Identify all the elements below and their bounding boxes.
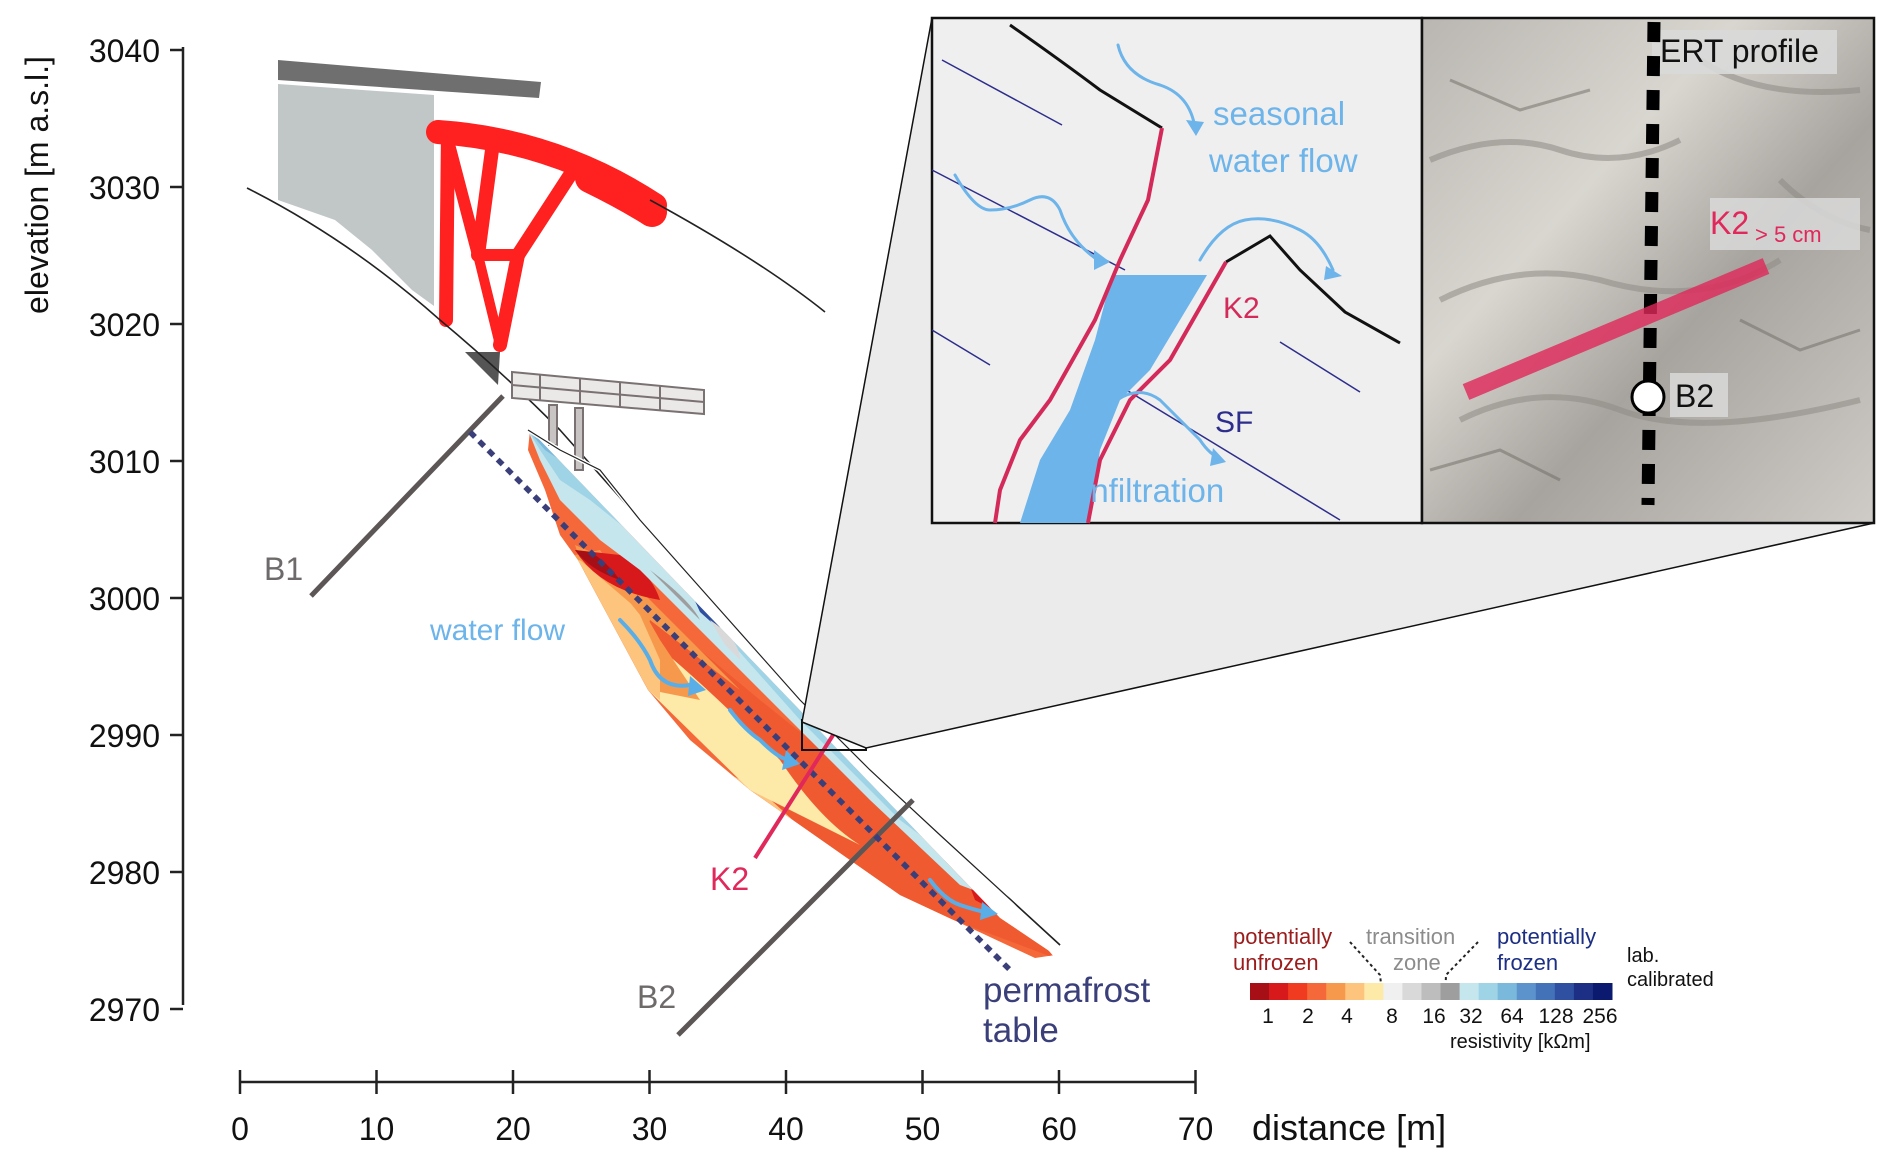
legend-value: 1: [1262, 1005, 1274, 1028]
summit-station: [278, 60, 541, 385]
x-axis: 0 10 20 30 40 50 60 70 distance [m]: [231, 1070, 1446, 1148]
photo-b2-marker: [1630, 379, 1666, 415]
y-tick-label: 2990: [89, 718, 160, 754]
legend-swatch: [1535, 983, 1556, 1000]
x-tick-label: 70: [1178, 1111, 1214, 1147]
y-ticks: 3040 3030 3020 3010 3000 2990 2980 2970: [89, 33, 183, 1028]
station-foundation: [465, 352, 500, 385]
inset-seasonal-1: seasonal: [1213, 95, 1345, 132]
k2-fracture-line: [753, 730, 837, 860]
label-b1: B1: [264, 551, 303, 587]
legend-transition-2: zone: [1393, 950, 1441, 975]
y-axis-title: elevation [m a.s.l.]: [19, 56, 55, 314]
legend-frozen-1: potentially: [1497, 924, 1596, 949]
legend-value: 64: [1500, 1005, 1524, 1028]
legend-title: resistivity [kΩm]: [1450, 1031, 1591, 1053]
x-tick-label: 60: [1041, 1111, 1077, 1147]
upper-ridge-line: [649, 199, 826, 313]
x-tick-label: 30: [632, 1111, 668, 1147]
photo-ert-profile: ERT profile: [1660, 33, 1819, 69]
legend-swatch: [1364, 983, 1384, 1000]
legend-swatch: [1592, 983, 1613, 1000]
legend-value: 8: [1386, 1005, 1398, 1028]
borehole-b1: [309, 394, 505, 598]
legend-swatch: [1288, 983, 1308, 1000]
y-tick-label: 3030: [89, 170, 160, 206]
inset-schematic: seasonal water flow K2 SF infiltration: [930, 16, 1424, 525]
legend-value: 2: [1302, 1005, 1314, 1028]
x-tick-label: 20: [495, 1111, 531, 1147]
legend-lab-1: lab.: [1627, 945, 1659, 967]
legend-frozen-2: frozen: [1497, 950, 1558, 975]
legend-unfrozen-1: potentially: [1233, 924, 1332, 949]
inset-sf: SF: [1215, 406, 1253, 439]
rock-photo: ERT profile K2 > 5 cm B2: [1420, 16, 1876, 525]
legend-swatch: [1421, 983, 1442, 1000]
legend-swatch: [1402, 983, 1422, 1000]
photo-k2-band: [1462, 258, 1770, 400]
label-b2: B2: [637, 979, 676, 1015]
station-roof: [278, 60, 541, 98]
permafrost-table-line: [468, 430, 1012, 972]
legend-swatch: [1345, 983, 1365, 1000]
legend-lab-2: calibrated: [1627, 969, 1714, 991]
x-tick-label: 0: [231, 1111, 249, 1147]
legend-swatch: [1497, 983, 1518, 1000]
viewing-platform: [511, 370, 705, 471]
photo-k2: K2: [1710, 205, 1749, 241]
legend-swatch: [1573, 983, 1594, 1000]
photo-ert-line: [1641, 21, 1661, 506]
legend-value: 32: [1459, 1005, 1482, 1028]
borehole-b2: [676, 798, 915, 1037]
legend-swatch: [1307, 983, 1327, 1000]
legend-value: 256: [1582, 1005, 1617, 1028]
inset-k2: K2: [1223, 292, 1260, 325]
photo-k2-sub: > 5 cm: [1755, 222, 1822, 247]
x-tick-label: 50: [905, 1111, 941, 1147]
legend-swatch: [1478, 983, 1499, 1000]
permafrost-label-1: permafrost: [983, 971, 1151, 1010]
boreholes: B1 B2: [264, 394, 915, 1037]
y-tick-label: 3040: [89, 33, 160, 69]
legend-swatch: [1459, 983, 1480, 1000]
x-tick-label: 10: [359, 1111, 395, 1147]
y-tick-label: 3020: [89, 307, 160, 343]
water-flow-arrows: [618, 618, 998, 920]
x-ticks: 0 10 20 30 40 50 60 70: [231, 1070, 1213, 1147]
inset-seasonal-2: water flow: [1208, 142, 1358, 179]
photo-b2: B2: [1675, 378, 1714, 414]
legend-values: 1 2 4 8 16 32 64 128 256: [1262, 1005, 1617, 1028]
label-water-flow: water flow: [429, 614, 565, 647]
y-tick-label: 2980: [89, 855, 160, 891]
y-tick-label: 3000: [89, 581, 160, 617]
station-building: [278, 84, 434, 306]
y-tick-label: 3010: [89, 444, 160, 480]
y-axis: 3040 3030 3020 3010 3000 2990 2980 2970 elevati…: [19, 33, 185, 1028]
resistivity-legend: potentially unfrozen transition zone pot…: [1233, 924, 1714, 1053]
legend-value: 128: [1538, 1005, 1573, 1028]
legend-swatch: [1326, 983, 1346, 1000]
legend-swatch: [1554, 983, 1575, 1000]
legend-swatch: [1516, 983, 1537, 1000]
legend-swatch: [1440, 983, 1461, 1000]
legend-swatch: [1269, 983, 1289, 1000]
legend-unfrozen-2: unfrozen: [1233, 950, 1319, 975]
permafrost-label-2: table: [983, 1011, 1059, 1050]
x-tick-label: 40: [768, 1111, 804, 1147]
legend-swatch: [1250, 983, 1270, 1000]
legend-swatch: [1383, 983, 1403, 1000]
steel-structure: [426, 120, 667, 352]
legend-value: 16: [1422, 1005, 1445, 1028]
inset-infiltration: infiltration: [1083, 472, 1224, 509]
y-tick-label: 2970: [89, 992, 160, 1028]
label-k2: K2: [710, 861, 749, 897]
x-axis-title: distance [m]: [1252, 1107, 1446, 1148]
legend-color-bar: [1250, 983, 1613, 1000]
legend-value: 4: [1341, 1005, 1353, 1028]
terrain-surface: [246, 187, 1061, 946]
legend-transition-1: transition: [1366, 924, 1455, 949]
